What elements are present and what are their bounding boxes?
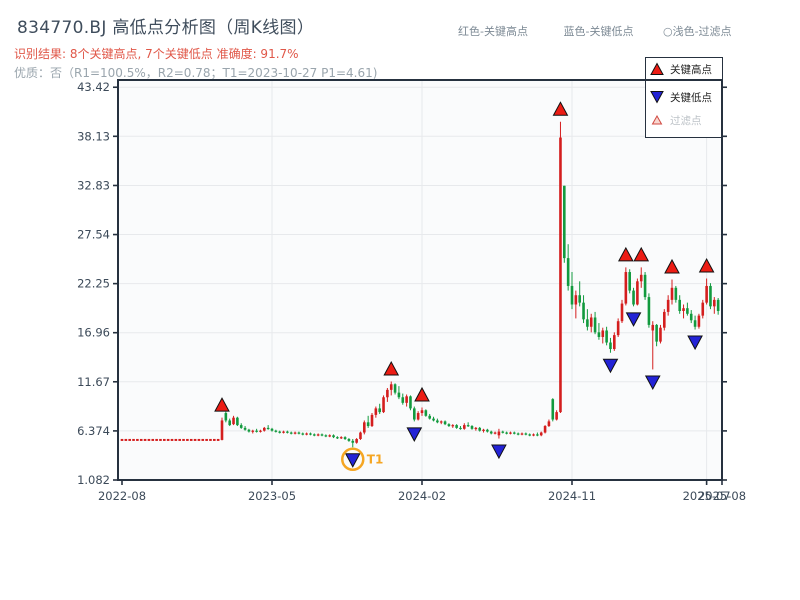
svg-text:关键低点: 关键低点 bbox=[670, 91, 712, 104]
page-title: 834770.BJ 高低点分析图（周K线图） bbox=[17, 18, 315, 38]
svg-text:2024-02: 2024-02 bbox=[398, 489, 446, 503]
axes-frame bbox=[113, 79, 727, 485]
svg-text:2022-08: 2022-08 bbox=[98, 489, 146, 503]
plot-background bbox=[118, 80, 722, 480]
recognition-result-text: 识别结果: 8个关键高点, 7个关键低点 准确度: 91.7% bbox=[14, 47, 299, 61]
quality-result-text: 优质：否（R1=100.5%，R2=0.78；T1=2023-10-27 P1=… bbox=[14, 66, 378, 80]
color-key-legend: 红色-关键高点 蓝色-关键低点 ○浅色-过滤点 bbox=[458, 23, 732, 39]
key-low-markers bbox=[344, 312, 703, 468]
axis-tick-labels: 43.42 38.13 32.83 27.54 22.25 16.96 11.67 6.374… bbox=[77, 80, 746, 503]
svg-text:关键高点: 关键高点 bbox=[670, 63, 712, 76]
svg-text:2024-11: 2024-11 bbox=[548, 489, 596, 503]
color-key-high-label: 红色-关键高点 bbox=[458, 25, 528, 38]
t1-highlight: T1 bbox=[341, 447, 384, 472]
svg-text:16.96: 16.96 bbox=[77, 326, 110, 340]
svg-text:22.25: 22.25 bbox=[77, 277, 110, 291]
color-key-filtered-label: ○浅色-过滤点 bbox=[662, 25, 732, 38]
svg-text:过滤点: 过滤点 bbox=[670, 114, 702, 127]
t1-highlight-circle bbox=[341, 447, 365, 472]
t1-label: T1 bbox=[367, 452, 384, 466]
svg-text:2025-08: 2025-08 bbox=[698, 489, 746, 503]
svg-text:1.082: 1.082 bbox=[77, 473, 110, 487]
key-high-markers bbox=[214, 101, 715, 412]
svg-text:2025-07: 2025-07 bbox=[683, 489, 731, 503]
svg-text:11.67: 11.67 bbox=[77, 375, 110, 389]
svg-text:6.374: 6.374 bbox=[77, 424, 110, 438]
svg-text:38.13: 38.13 bbox=[77, 129, 110, 143]
svg-text:27.54: 27.54 bbox=[77, 228, 110, 242]
svg-text:43.42: 43.42 bbox=[77, 80, 110, 94]
color-key-low-label: 蓝色-关键低点 bbox=[563, 25, 634, 38]
svg-text:32.83: 32.83 bbox=[77, 178, 110, 192]
svg-text:2023-05: 2023-05 bbox=[248, 489, 296, 503]
candlesticks bbox=[120, 121, 720, 448]
